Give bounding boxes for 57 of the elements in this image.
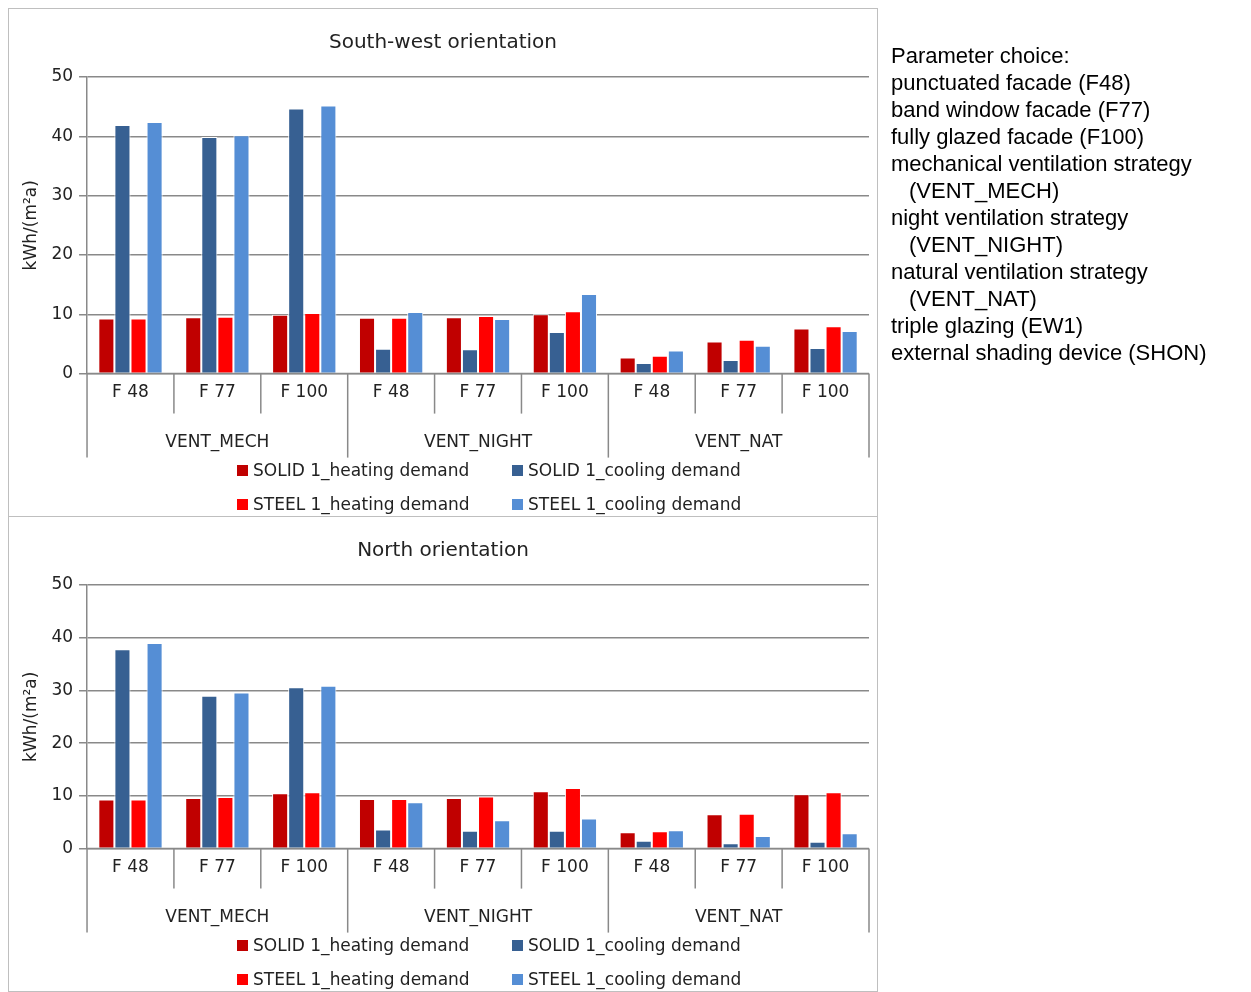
text: fully glazed facade (F100) — [891, 123, 1146, 150]
y-tick-label: 10 — [51, 302, 74, 323]
x-tick-label: F 48 — [372, 856, 410, 877]
legend-label: STEEL 1_cooling demand — [527, 494, 743, 514]
y-tick-label: 0 — [62, 837, 74, 858]
y-axis-title: kWh/(m²a) — [19, 180, 40, 271]
y-tick-label: 30 — [51, 678, 74, 699]
legend-label: STEEL 1_heating demand — [252, 969, 471, 989]
x-tick-label: F 77 — [459, 381, 497, 402]
y-tick-label: 10 — [51, 784, 74, 805]
x-tick-label: F 77 — [720, 856, 758, 877]
x-tick-label: F 48 — [112, 381, 149, 402]
x-tick-label: F 77 — [720, 381, 758, 402]
legend-label: SOLID 1_heating demand — [252, 935, 471, 955]
x-tick-label: F 77 — [459, 856, 497, 877]
x-tick-label: F 100 — [801, 381, 850, 402]
text: VENT_NIGHT — [423, 431, 533, 453]
y-tick-label: 50 — [51, 573, 74, 594]
legend-label: SOLID 1_cooling demand — [527, 460, 742, 480]
text: VENT_NAT — [694, 906, 783, 928]
text: VENT_MECH — [165, 906, 270, 928]
x-tick-label: F 77 — [198, 856, 236, 877]
x-tick-label: F 100 — [541, 856, 589, 877]
text: VENT_NAT — [694, 431, 783, 453]
text: Parameter choice: — [891, 42, 1071, 69]
text: triple glazing (EW1) — [891, 312, 1084, 339]
text: VENT_MECH — [165, 431, 270, 453]
y-axis-title: kWh/(m²a) — [19, 671, 40, 762]
text: VENT_NIGHT — [423, 906, 533, 928]
x-tick-label: F 48 — [633, 381, 671, 402]
text: band window facade (F77) — [891, 96, 1152, 123]
text: external shading device (SHON) — [891, 339, 1208, 366]
y-tick-label: 50 — [51, 65, 74, 86]
y-tick-label: 0 — [62, 362, 74, 383]
legend-label: SOLID 1_cooling demand — [527, 935, 742, 955]
y-tick-label: 30 — [51, 184, 74, 205]
text: punctuated facade (F48) — [891, 69, 1132, 96]
legend-label: SOLID 1_heating demand — [252, 460, 471, 480]
x-tick-label: F 48 — [633, 856, 671, 877]
x-tick-label: F 48 — [372, 381, 410, 402]
y-tick-label: 40 — [51, 124, 74, 145]
legend-label: STEEL 1_heating demand — [252, 494, 471, 514]
x-tick-label: F 100 — [280, 381, 329, 402]
y-tick-label: 40 — [51, 626, 74, 647]
x-tick-label: F 100 — [280, 856, 329, 877]
x-tick-label: F 48 — [112, 856, 149, 877]
text: natural ventilation strategy (VENT_NAT) — [891, 258, 1149, 312]
legend-label: STEEL 1_cooling demand — [527, 969, 743, 989]
chart-title: South-west orientation — [328, 29, 558, 54]
x-tick-label: F 77 — [198, 381, 236, 402]
chart-title: North orientation — [357, 537, 529, 562]
text: mechanical ventilation strategy (VENT_MECH) — [891, 150, 1193, 204]
y-tick-label: 20 — [51, 731, 74, 752]
x-tick-label: F 100 — [541, 381, 589, 402]
y-tick-label: 20 — [51, 243, 74, 264]
text: night ventilation strategy (VENT_NIGHT) — [891, 204, 1130, 258]
x-tick-label: F 100 — [801, 856, 850, 877]
